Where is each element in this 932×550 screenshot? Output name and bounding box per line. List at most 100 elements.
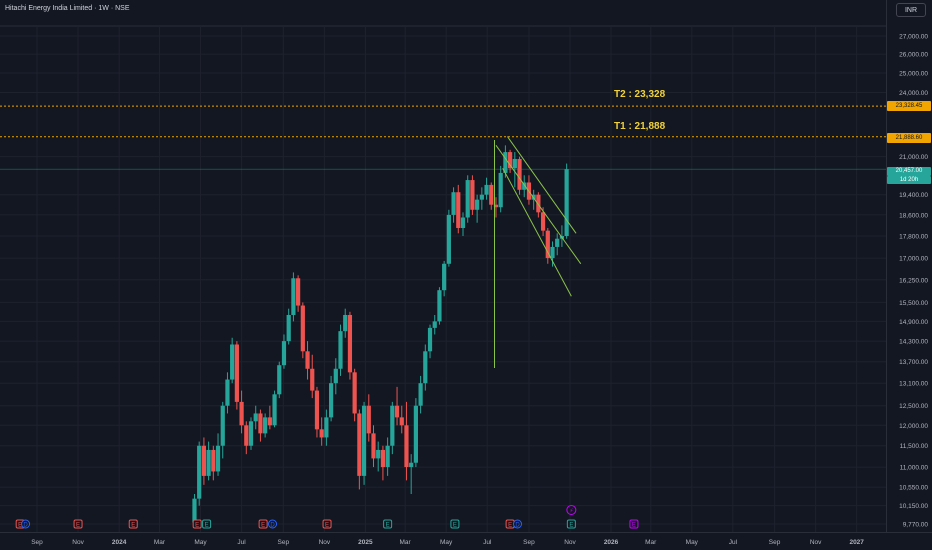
- earnings-marker: E: [566, 519, 576, 529]
- trendline: [495, 145, 582, 265]
- event-letter: E: [386, 523, 390, 529]
- trendline: [502, 167, 572, 297]
- candle-body: [201, 445, 206, 476]
- candle-up: [418, 375, 423, 414]
- candle-body: [394, 405, 400, 418]
- currency-button[interactable]: INR: [896, 3, 926, 17]
- candle-up: [324, 409, 329, 446]
- last-price-tag: 20,457.00: [887, 167, 931, 176]
- candle-body: [314, 390, 320, 430]
- candle-body: [211, 449, 216, 472]
- x-tick-label: Jul: [483, 539, 492, 546]
- candle-body: [220, 405, 225, 446]
- earnings-badge: [128, 519, 138, 529]
- candle-body: [324, 417, 329, 438]
- event-markers: E D E E E E E D E E E E D E E⚡: [15, 505, 639, 529]
- y-tick-label: 15,500.00: [899, 300, 928, 307]
- candle-body: [361, 405, 367, 476]
- candle-body: [555, 238, 560, 247]
- candle-body: [310, 368, 315, 391]
- candle-body: [380, 449, 386, 468]
- candle-body: [225, 379, 230, 406]
- candle-up: [281, 334, 287, 369]
- candle-body: [385, 445, 390, 468]
- x-tick-label: May: [686, 539, 699, 546]
- candle-body: [540, 212, 546, 231]
- candle-body: [352, 372, 357, 414]
- candle-down: [319, 417, 324, 446]
- candle-body: [489, 184, 494, 205]
- candle-down: [366, 394, 371, 442]
- candle-up: [328, 375, 334, 422]
- candle-body: [427, 327, 433, 352]
- y-tick-label: 26,000.00: [899, 52, 928, 59]
- target-label-t1: T1 : 21,888: [614, 121, 666, 132]
- candle-body: [215, 445, 221, 472]
- candle-up: [385, 437, 390, 476]
- candle-up: [215, 433, 221, 476]
- candle-up: [484, 177, 489, 200]
- y-tick-label: 10,150.00: [899, 503, 928, 510]
- candle-up: [263, 413, 268, 438]
- candle-body: [508, 152, 513, 169]
- candle-body: [442, 263, 447, 291]
- candle-down: [352, 368, 357, 422]
- split-badge: [566, 505, 577, 515]
- x-tick-label: Sep: [31, 539, 43, 546]
- earnings-marker: E: [202, 519, 212, 529]
- candle-up: [333, 358, 338, 395]
- candle-up: [343, 308, 348, 338]
- y-tick-label: 18,600.00: [899, 212, 928, 219]
- x-tick-label: Sep: [278, 539, 290, 546]
- candle-down: [545, 227, 550, 264]
- candle-body: [423, 351, 428, 384]
- candle-body: [409, 462, 414, 468]
- candle-body: [503, 152, 508, 173]
- candle-up: [197, 441, 202, 506]
- candle-body: [333, 368, 338, 384]
- x-tick-label: 2026: [604, 539, 619, 546]
- candle-body: [390, 405, 395, 446]
- earnings-marker: E: [128, 519, 138, 529]
- x-tick-label: Mar: [645, 539, 657, 546]
- candle-up: [446, 209, 451, 267]
- y-tick-label: 13,100.00: [899, 381, 928, 388]
- y-tick-label: 11,000.00: [900, 465, 929, 472]
- candle-up: [465, 175, 470, 223]
- earnings-badge: [258, 519, 268, 529]
- x-tick-label: Sep: [769, 539, 781, 546]
- event-letter: E: [569, 523, 573, 529]
- candle-up: [413, 398, 418, 468]
- candle-up: [423, 344, 428, 391]
- earnings-badge: [450, 519, 460, 529]
- event-letter: D: [23, 523, 28, 529]
- candle-body: [272, 394, 277, 426]
- earnings-marker: E: [383, 519, 393, 529]
- candle-body: [357, 413, 362, 476]
- candle-down: [211, 445, 216, 481]
- price-axis: 27,000.00 26,000.00 25,000.00 24,000.00 21,0…: [899, 34, 928, 529]
- event-letter: E: [76, 523, 80, 529]
- candle-body: [239, 401, 244, 426]
- candle-body: [192, 498, 197, 523]
- event-letter: D: [515, 523, 520, 529]
- candle-body: [446, 214, 451, 264]
- candle-down: [305, 341, 310, 380]
- x-tick-label: Jul: [729, 539, 738, 546]
- dividend-badge: [268, 519, 278, 529]
- x-tick-label: May: [440, 539, 453, 546]
- event-letter: E: [131, 523, 135, 529]
- y-tick-label: 16,250.00: [899, 277, 928, 284]
- candle-body: [456, 192, 461, 228]
- candle-down: [470, 175, 475, 215]
- candle-up: [475, 194, 480, 223]
- event-letter: D: [270, 523, 275, 529]
- candle-body: [343, 314, 348, 332]
- candle-up: [286, 308, 291, 345]
- candle-body: [545, 230, 550, 259]
- candle-body: [371, 433, 376, 459]
- candle-body: [328, 383, 334, 418]
- candle-down: [310, 354, 315, 399]
- earnings-marker: E: [505, 519, 515, 529]
